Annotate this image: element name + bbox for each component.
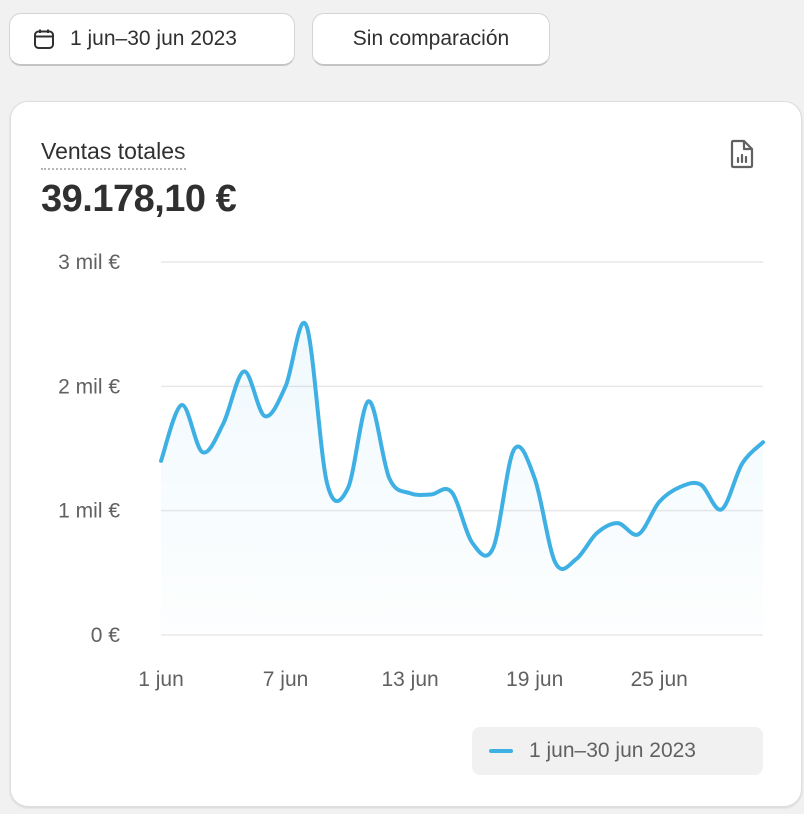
data-point [491, 546, 495, 550]
data-point [595, 531, 599, 535]
data-point [159, 459, 163, 463]
x-tick-label: 7 jun [263, 668, 309, 691]
legend-label: 1 jun–30 jun 2023 [529, 739, 696, 762]
y-tick-label: 3 mil € [58, 251, 120, 274]
data-point [450, 490, 454, 494]
data-point [284, 384, 288, 388]
sales-card: Ventas totales 39.178,10 € [10, 101, 802, 807]
chart-legend[interactable]: 1 jun–30 jun 2023 [472, 727, 763, 775]
data-point [408, 491, 412, 495]
metric-value: 39.178,10 € [41, 178, 237, 220]
data-point [740, 461, 744, 465]
calendar-icon [32, 27, 56, 51]
date-range-label: 1 jun–30 jun 2023 [70, 27, 237, 50]
data-point [636, 532, 640, 536]
report-document-icon[interactable] [727, 138, 757, 170]
data-point [553, 561, 557, 565]
data-point [574, 557, 578, 561]
data-point [719, 507, 723, 511]
data-point [201, 450, 205, 454]
comparison-button[interactable]: Sin comparación [312, 13, 550, 66]
data-point [678, 485, 682, 489]
y-tick-label: 0 € [91, 624, 121, 647]
y-tick-label: 1 mil € [58, 500, 120, 523]
y-tick-label: 2 mil € [58, 375, 120, 398]
data-point [346, 486, 350, 490]
data-point [221, 422, 225, 426]
data-point [512, 448, 516, 452]
data-point [699, 483, 703, 487]
data-point [325, 481, 329, 485]
data-point [242, 369, 246, 373]
x-tick-label: 1 jun [138, 668, 184, 691]
data-point [387, 476, 391, 480]
data-point [180, 403, 184, 407]
x-tick-label: 13 jun [381, 668, 438, 691]
data-point [657, 500, 661, 504]
data-point [470, 541, 474, 545]
x-tick-label: 25 jun [631, 668, 688, 691]
data-point [761, 440, 765, 444]
date-range-button[interactable]: 1 jun–30 jun 2023 [9, 13, 295, 66]
legend-swatch [489, 749, 513, 753]
data-point [616, 521, 620, 525]
series-line [159, 320, 765, 571]
data-point [367, 399, 371, 403]
metric-title[interactable]: Ventas totales [41, 138, 186, 170]
series-area [161, 322, 763, 635]
data-point [263, 414, 267, 418]
data-point [304, 323, 308, 327]
data-point [533, 476, 537, 480]
sales-line-chart: 0 € 1 mil € 2 mil € 3 mil € 1 jun 7 jun 13 jun… [58, 251, 765, 691]
x-tick-label: 19 jun [506, 668, 563, 691]
comparison-label: Sin comparación [352, 27, 510, 50]
data-point [429, 493, 433, 497]
